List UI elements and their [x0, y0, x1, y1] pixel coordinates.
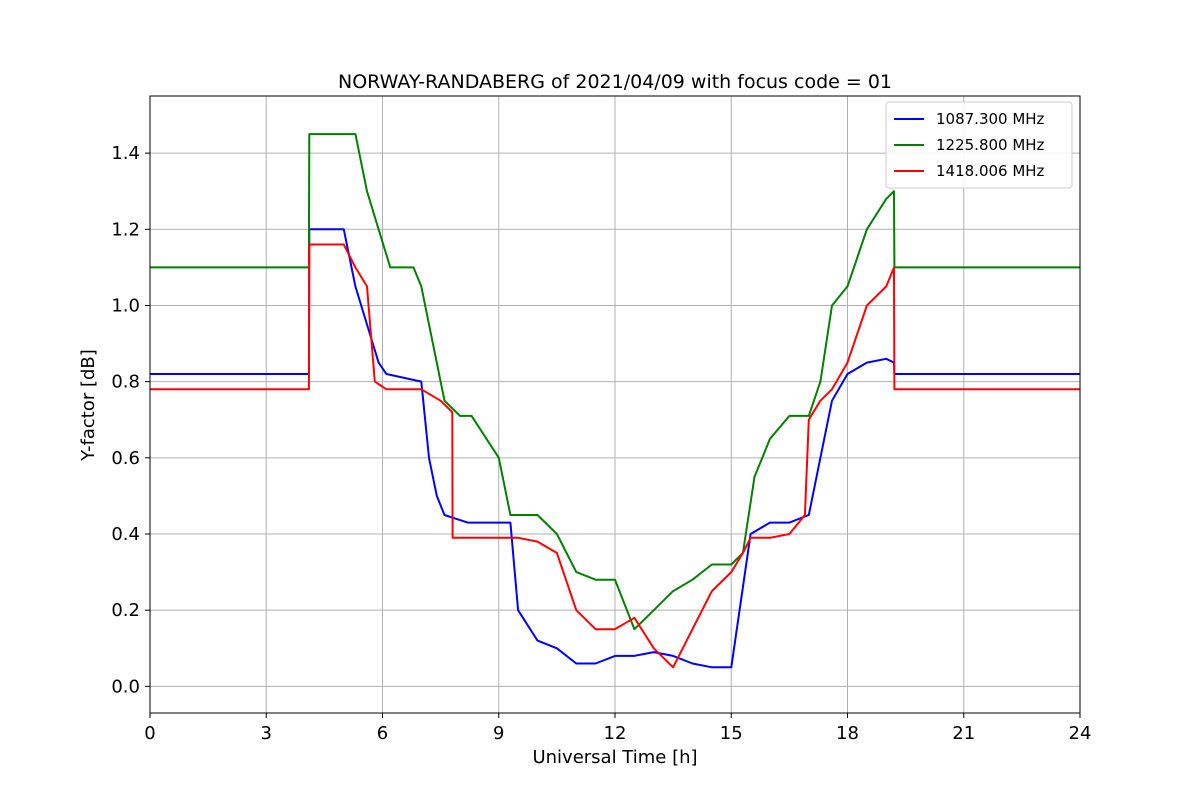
x-tick-label: 15 [720, 723, 743, 744]
legend-label-2: 1225.800 MHz [936, 136, 1045, 154]
x-axis-label: Universal Time [h] [532, 747, 697, 768]
y-axis-label: Y-factor [dB] [78, 349, 99, 462]
x-tick-label: 12 [604, 723, 627, 744]
axis-ticks: 0 3 6 9 12 15 18 21 24 0.0 0.2 0.4 0.6 0.8 1.0 1.2 1.4 [111, 143, 1091, 744]
y-tick-label: 1.2 [111, 219, 140, 240]
x-tick-label: 3 [261, 723, 272, 744]
x-tick-label: 24 [1069, 723, 1092, 744]
x-tick-label: 0 [144, 723, 155, 744]
legend-box [885, 101, 1073, 189]
series-line-2 [150, 133, 1080, 631]
legend-label-1: 1087.300 MHz [936, 110, 1045, 128]
series-lines [150, 133, 1080, 669]
y-tick-label: 0.2 [111, 600, 140, 621]
y-tick-label: 0.6 [111, 448, 140, 469]
x-tick-label: 18 [836, 723, 859, 744]
series-line-3 [150, 243, 1080, 669]
legend-label-3: 1418.006 MHz [936, 162, 1045, 180]
y-tick-label: 0.4 [111, 524, 140, 545]
y-tick-label: 1.0 [111, 295, 140, 316]
legend: 1087.300 MHz 1225.800 MHz 1418.006 MHz [885, 101, 1073, 189]
chart-title: NORWAY-RANDABERG of 2021/04/09 with focu… [338, 71, 892, 93]
x-tick-label: 9 [493, 723, 504, 744]
x-tick-label: 6 [377, 723, 388, 744]
series-line-1 [150, 228, 1080, 669]
y-tick-label: 1.4 [111, 143, 140, 164]
y-tick-label: 0.0 [111, 676, 140, 697]
x-tick-label: 21 [952, 723, 975, 744]
y-tick-label: 0.8 [111, 372, 140, 393]
